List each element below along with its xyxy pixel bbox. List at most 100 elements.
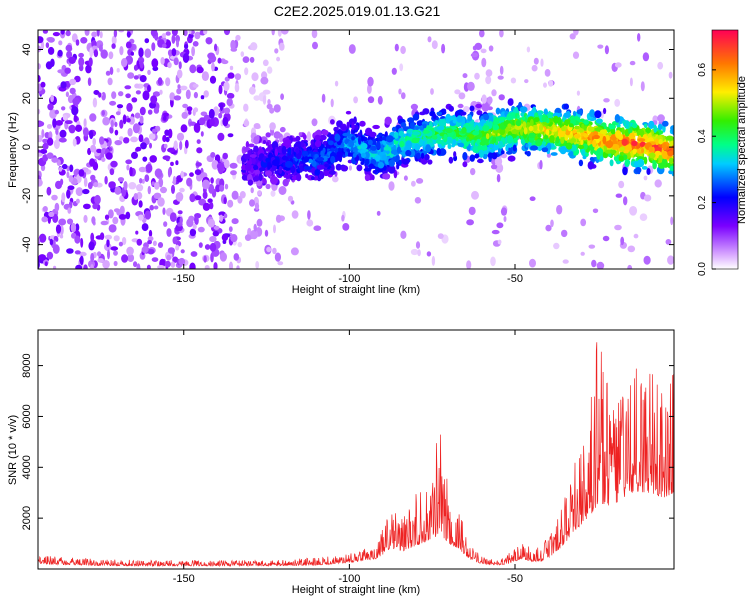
spectrogram-cell bbox=[38, 45, 42, 53]
spectrogram-cell bbox=[545, 224, 552, 232]
spectrogram-cell bbox=[464, 141, 470, 145]
spectrogram-cell bbox=[445, 127, 453, 134]
spectrogram-cell bbox=[572, 129, 577, 134]
spectrogram-cell bbox=[422, 108, 430, 115]
spectrogram-cell bbox=[172, 256, 179, 263]
spectrogram-cell bbox=[109, 100, 117, 106]
spectrogram-cell bbox=[576, 109, 583, 115]
spectrogram-cell bbox=[211, 62, 215, 72]
spectrogram-cell bbox=[190, 251, 198, 257]
spectrogram-cell bbox=[213, 225, 220, 230]
spectrogram-cell bbox=[62, 114, 68, 121]
spectrogram-cell bbox=[340, 125, 347, 130]
spectrogram-cell bbox=[541, 116, 548, 123]
spectrogram-cell bbox=[412, 113, 420, 121]
chart-title: C2E2.2025.019.01.13.G21 bbox=[274, 3, 441, 19]
spectrogram-cell bbox=[534, 112, 539, 119]
x-tick-label: -100 bbox=[338, 273, 360, 285]
spectrogram-cell bbox=[555, 135, 560, 144]
spectrogram-cell bbox=[245, 141, 250, 149]
spectrogram-cell bbox=[346, 122, 350, 129]
spectrogram-cell bbox=[507, 98, 514, 106]
spectrogram-cell bbox=[621, 138, 628, 146]
spectrogram-cell bbox=[357, 132, 361, 137]
spectrogram-cell bbox=[342, 223, 350, 231]
spectrogram-cell bbox=[629, 60, 636, 66]
spectrogram-cell bbox=[178, 61, 182, 70]
spectrogram-cell bbox=[150, 95, 158, 104]
spectrogram-cell bbox=[462, 73, 468, 79]
spectrogram-cell bbox=[437, 125, 445, 131]
spectrogram-cell bbox=[619, 146, 625, 152]
spectrogram-cell bbox=[290, 247, 299, 256]
spectrogram-cell bbox=[171, 34, 176, 44]
spectrogram-cell bbox=[90, 232, 95, 242]
spectrogram-cell bbox=[171, 184, 175, 194]
spectrogram-cell bbox=[407, 117, 415, 123]
spectrogram-cell bbox=[272, 247, 277, 255]
spectrogram-cell bbox=[385, 135, 394, 143]
spectrogram-cell bbox=[529, 118, 534, 128]
spectrogram-cell bbox=[505, 145, 510, 152]
spectrogram-cell bbox=[488, 45, 494, 52]
spectrogram-cell bbox=[443, 133, 448, 143]
spectrogram-cell bbox=[184, 44, 189, 49]
spectrogram-cell bbox=[72, 138, 77, 147]
spectrogram-cell bbox=[643, 156, 648, 165]
spectrogram-cell bbox=[157, 242, 164, 248]
spectrogram-cell bbox=[163, 115, 167, 121]
spectrogram-cell bbox=[161, 33, 166, 39]
spectrogram-cell bbox=[243, 153, 251, 160]
spectrogram-cell bbox=[654, 179, 662, 188]
spectrogram-cell bbox=[68, 124, 76, 134]
spectrogram-cell bbox=[637, 158, 645, 168]
spectrogram-cell bbox=[193, 107, 199, 113]
spectrogram-cell bbox=[437, 233, 444, 240]
spectrogram-cell bbox=[45, 61, 53, 70]
spectrogram-cell bbox=[113, 250, 118, 256]
spectrogram-cell bbox=[147, 185, 151, 195]
spectrogram-cell bbox=[146, 264, 151, 269]
spectrogram-cell bbox=[507, 131, 512, 136]
spectrogram-cell bbox=[525, 143, 529, 148]
spectrogram-cell bbox=[280, 30, 289, 35]
spectrogram-cell bbox=[633, 233, 639, 239]
spectrogram-cell bbox=[563, 112, 571, 118]
spectrogram-cell bbox=[89, 47, 94, 58]
spectrogram-cell bbox=[262, 59, 269, 67]
spectrogram-cell bbox=[412, 131, 421, 136]
spectrogram-cell bbox=[653, 124, 658, 133]
spectrogram-cell bbox=[173, 140, 178, 151]
spectrogram-cell bbox=[262, 89, 271, 95]
spectrogram-cell bbox=[441, 43, 446, 54]
spectrogram-cell bbox=[179, 140, 183, 151]
spectrogram-cell bbox=[176, 88, 182, 95]
spectrogram-cell bbox=[66, 171, 70, 179]
spectrogram-cell bbox=[274, 252, 281, 262]
x-tick-label: -50 bbox=[507, 573, 523, 585]
spectrogram-cell bbox=[319, 134, 327, 141]
spectrogram-cell bbox=[648, 137, 654, 143]
spectrogram-cell bbox=[87, 147, 92, 156]
spectrogram-cell bbox=[359, 120, 366, 127]
spectrogram-cell bbox=[229, 65, 234, 71]
spectrogram-cell bbox=[657, 123, 663, 131]
spectrogram-cell bbox=[158, 177, 164, 188]
spectrogram-cell bbox=[642, 52, 650, 62]
spectrogram-cell bbox=[302, 134, 307, 140]
spectrogram-cell bbox=[91, 31, 98, 38]
spectrogram-cell bbox=[460, 111, 467, 116]
spectrogram-cell bbox=[201, 71, 209, 81]
y-tick-label: 8000 bbox=[21, 353, 33, 377]
spectrogram-cell bbox=[425, 144, 431, 153]
spectrogram-cell bbox=[172, 236, 178, 245]
spectrogram-cell bbox=[275, 214, 282, 223]
spectrogram-cell bbox=[75, 198, 80, 204]
spectrogram-cell bbox=[510, 77, 517, 84]
spectrogram-cell bbox=[169, 92, 175, 101]
spectrogram-cell bbox=[223, 107, 231, 114]
spectrogram-cell bbox=[474, 42, 483, 51]
spectrogram-cell bbox=[466, 136, 470, 142]
spectrogram-cell bbox=[580, 218, 587, 227]
spectrogram-cell bbox=[253, 95, 261, 101]
